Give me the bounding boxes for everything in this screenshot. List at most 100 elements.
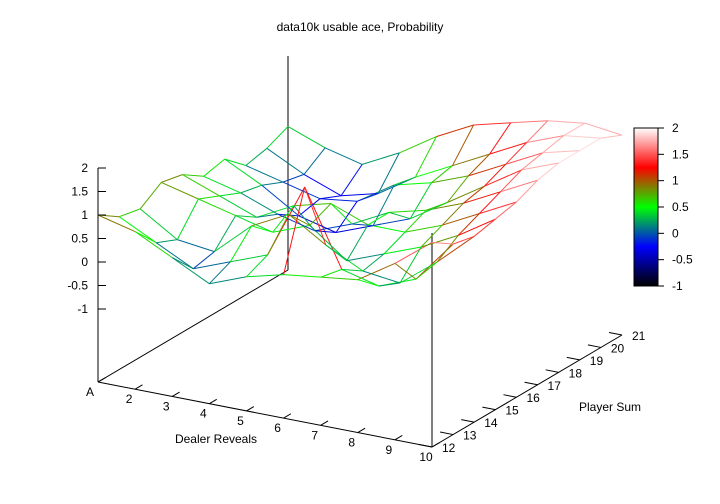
surface-line	[394, 182, 432, 186]
y-tick-label: 21	[632, 329, 646, 343]
surface-line	[383, 246, 422, 255]
surface-line	[266, 147, 305, 175]
surface-line	[256, 213, 278, 218]
surface-line	[430, 165, 453, 184]
surface-line	[505, 142, 528, 165]
surface-line	[584, 122, 623, 136]
surface-line	[171, 257, 194, 270]
y-tick-label: 20	[611, 341, 625, 355]
surface-line	[161, 174, 183, 183]
y-tick-label: 12	[442, 441, 456, 455]
surface-line	[245, 147, 268, 166]
surface-line	[256, 205, 294, 218]
surface-line	[182, 174, 220, 197]
z-tick-label: -0.5	[67, 279, 88, 293]
x-tick-mark	[209, 398, 217, 405]
surface-line	[283, 274, 321, 278]
x-axis: A 2 3 4 5 6 7 8 9 10	[86, 377, 440, 464]
x-tick-label: 2	[126, 392, 133, 406]
surface-line	[319, 198, 358, 202]
surface-line	[563, 122, 586, 137]
surface-line	[468, 163, 506, 177]
surface-line	[97, 214, 136, 233]
base-axes	[97, 56, 623, 448]
surface-line	[500, 169, 522, 193]
surface-line	[203, 158, 226, 177]
surface-line	[224, 158, 246, 166]
surface-line	[516, 179, 538, 203]
surface-line	[468, 153, 490, 177]
surface-line	[436, 124, 474, 138]
surface-line	[500, 179, 538, 193]
colorbar-tick-label: 0	[672, 226, 679, 240]
surface-line	[473, 218, 496, 237]
surface-line	[388, 211, 411, 220]
y-tick-mark	[440, 431, 454, 436]
surface-line	[563, 135, 601, 139]
surface-line	[229, 225, 253, 263]
surface-line	[399, 246, 422, 284]
surface-line	[320, 276, 358, 281]
colorbar-tick-label: -1	[672, 279, 683, 293]
surface-line	[266, 126, 289, 149]
surface-line	[267, 214, 290, 256]
y-tick-label: 16	[526, 391, 540, 405]
surface-line	[341, 193, 379, 197]
surface-line	[372, 184, 395, 226]
surface-line	[484, 169, 522, 187]
x-tick-mark	[134, 384, 143, 390]
surface-line	[303, 147, 326, 175]
surface-line	[213, 215, 237, 252]
surface-line	[479, 201, 517, 215]
z-tick-label: 0.5	[71, 232, 88, 246]
y-tick-mark	[545, 369, 559, 373]
surface-line	[510, 120, 548, 124]
x-tick-label: 9	[386, 443, 393, 457]
surface-line	[340, 164, 363, 196]
z-tick-label: 1	[81, 208, 88, 222]
surface-line	[303, 173, 342, 197]
surface-line	[489, 142, 527, 155]
surface-line	[335, 225, 374, 233]
z-tick-label: -1	[77, 302, 88, 316]
surface-line	[246, 254, 268, 278]
surface-line	[346, 224, 369, 262]
surface-line	[462, 185, 485, 204]
x-tick-mark	[320, 420, 329, 426]
surface-line	[431, 175, 469, 184]
y-tick-mark	[461, 419, 475, 423]
surface-line	[351, 211, 390, 225]
surface-line	[457, 218, 496, 236]
y-tick-label: 14	[484, 416, 498, 430]
surface-line	[341, 268, 363, 272]
surface-line	[309, 203, 332, 226]
y-axis-label: Player Sum	[579, 400, 641, 414]
x-tick-mark	[246, 406, 255, 412]
surface-line	[442, 213, 480, 226]
surface-line	[240, 192, 279, 215]
surface-line	[330, 203, 353, 225]
surface-line	[351, 223, 374, 227]
y-tick-label: 13	[463, 429, 477, 443]
y-tick-mark	[524, 381, 538, 386]
surface-line	[261, 184, 300, 217]
surface-line	[542, 150, 580, 154]
surface-line	[579, 137, 602, 152]
x-tick-mark	[357, 427, 366, 433]
surface-line	[314, 223, 353, 232]
surface-line	[362, 253, 385, 272]
surface-line	[288, 213, 311, 226]
surface-line	[209, 276, 247, 285]
colorbar-tick-label: 0.5	[672, 200, 689, 214]
y-tick-mark	[503, 394, 517, 398]
surface-line	[526, 120, 549, 143]
surface-line	[272, 224, 310, 233]
surface-line	[463, 191, 501, 204]
surface-line	[155, 242, 194, 270]
surface-line	[415, 165, 453, 178]
z-tick-label: 1.5	[71, 185, 88, 199]
surface-line	[235, 215, 257, 218]
x-tick-label: 10	[419, 450, 433, 464]
surface-line	[521, 162, 559, 171]
surface-line	[526, 135, 564, 143]
